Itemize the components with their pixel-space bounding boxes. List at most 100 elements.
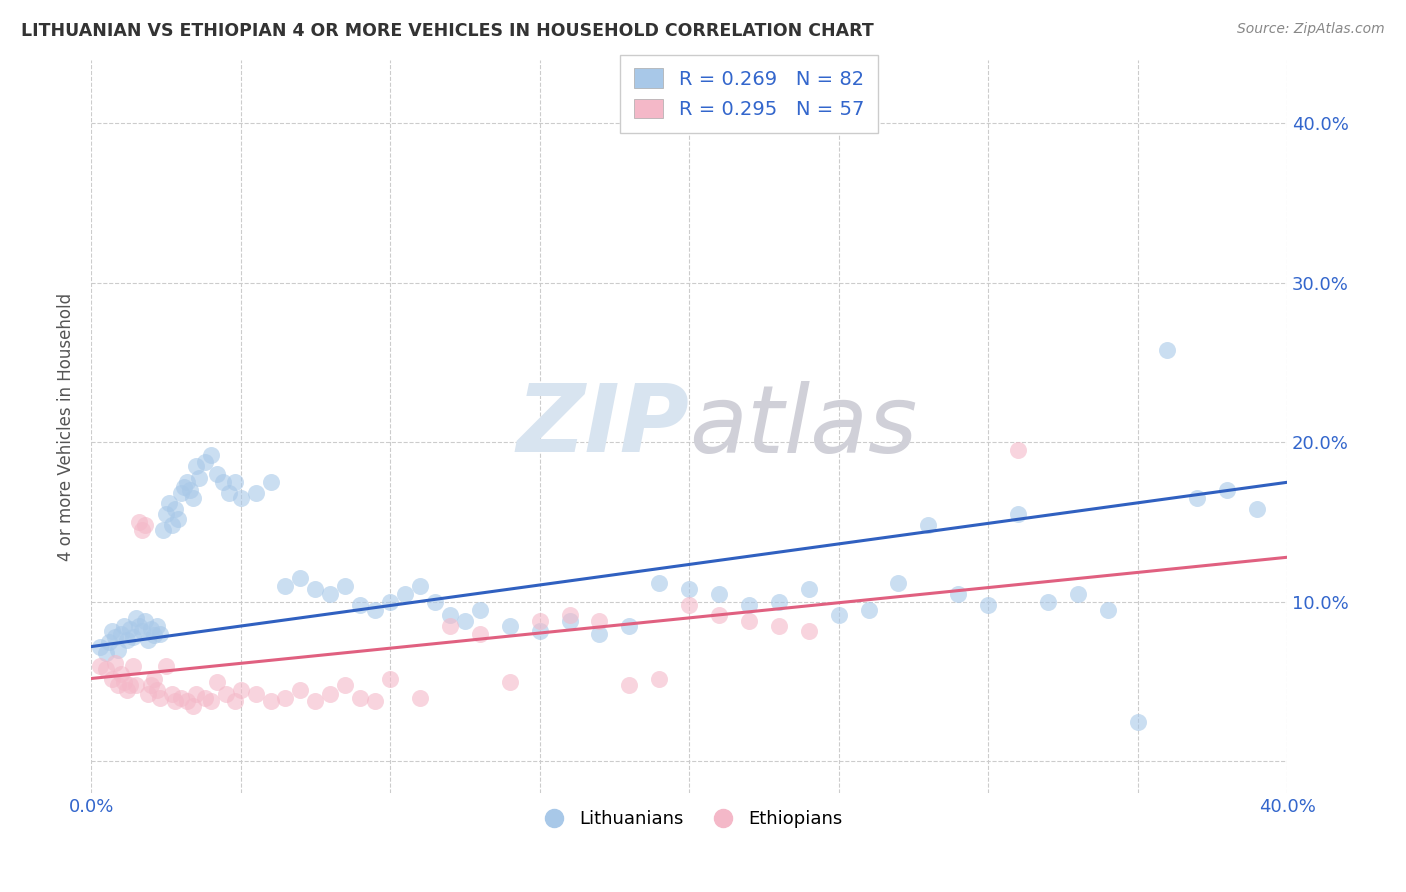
Point <box>215 688 238 702</box>
Point <box>224 694 246 708</box>
Point <box>184 688 207 702</box>
Point <box>104 656 127 670</box>
Point <box>768 595 790 609</box>
Point <box>468 603 491 617</box>
Point <box>588 627 610 641</box>
Point <box>349 690 371 705</box>
Point <box>181 491 204 506</box>
Point <box>558 614 581 628</box>
Point <box>948 587 970 601</box>
Point <box>439 619 461 633</box>
Point <box>1097 603 1119 617</box>
Point <box>707 587 730 601</box>
Point <box>259 694 281 708</box>
Point <box>176 475 198 490</box>
Point <box>112 619 135 633</box>
Point <box>166 512 188 526</box>
Point <box>1036 595 1059 609</box>
Point <box>439 607 461 622</box>
Point <box>529 624 551 638</box>
Point <box>290 682 312 697</box>
Point <box>499 674 522 689</box>
Point <box>1216 483 1239 498</box>
Point <box>134 614 156 628</box>
Point <box>529 614 551 628</box>
Point <box>1067 587 1090 601</box>
Point <box>146 682 169 697</box>
Point <box>678 598 700 612</box>
Point <box>619 678 641 692</box>
Y-axis label: 4 or more Vehicles in Household: 4 or more Vehicles in Household <box>58 293 75 560</box>
Point <box>364 694 387 708</box>
Point <box>157 496 180 510</box>
Text: Source: ZipAtlas.com: Source: ZipAtlas.com <box>1237 22 1385 37</box>
Point <box>160 688 183 702</box>
Point <box>170 486 193 500</box>
Point <box>378 595 401 609</box>
Point <box>101 672 124 686</box>
Point <box>678 582 700 597</box>
Point <box>499 619 522 633</box>
Point <box>163 502 186 516</box>
Point <box>648 575 671 590</box>
Point <box>104 630 127 644</box>
Point <box>139 622 162 636</box>
Point <box>107 642 129 657</box>
Point <box>194 454 217 468</box>
Point <box>139 678 162 692</box>
Point <box>319 688 342 702</box>
Point <box>977 598 1000 612</box>
Point <box>155 507 177 521</box>
Point <box>205 467 228 482</box>
Point <box>211 475 233 490</box>
Point <box>229 491 252 506</box>
Point <box>1007 443 1029 458</box>
Point <box>218 486 240 500</box>
Point <box>394 587 416 601</box>
Point <box>149 627 172 641</box>
Point <box>319 587 342 601</box>
Point <box>125 678 148 692</box>
Point <box>136 633 159 648</box>
Point <box>229 682 252 697</box>
Point <box>155 658 177 673</box>
Point <box>259 475 281 490</box>
Point <box>173 480 195 494</box>
Point <box>349 598 371 612</box>
Point <box>1246 502 1268 516</box>
Point <box>768 619 790 633</box>
Point <box>274 579 297 593</box>
Point <box>107 678 129 692</box>
Point <box>205 674 228 689</box>
Point <box>738 614 761 628</box>
Point <box>304 694 326 708</box>
Point <box>648 672 671 686</box>
Point <box>112 674 135 689</box>
Point <box>160 518 183 533</box>
Point <box>131 523 153 537</box>
Point <box>619 619 641 633</box>
Point <box>588 614 610 628</box>
Point <box>94 662 117 676</box>
Point <box>707 607 730 622</box>
Point <box>149 690 172 705</box>
Point <box>98 635 121 649</box>
Point <box>136 688 159 702</box>
Point <box>122 630 145 644</box>
Point <box>200 694 222 708</box>
Point <box>304 582 326 597</box>
Point <box>797 582 820 597</box>
Point <box>89 658 111 673</box>
Point <box>110 666 132 681</box>
Point <box>290 571 312 585</box>
Point <box>887 575 910 590</box>
Point <box>558 607 581 622</box>
Point <box>146 619 169 633</box>
Text: atlas: atlas <box>689 381 917 472</box>
Point <box>131 624 153 638</box>
Point <box>163 694 186 708</box>
Text: LITHUANIAN VS ETHIOPIAN 4 OR MORE VEHICLES IN HOUSEHOLD CORRELATION CHART: LITHUANIAN VS ETHIOPIAN 4 OR MORE VEHICL… <box>21 22 875 40</box>
Text: ZIP: ZIP <box>516 381 689 473</box>
Point <box>194 690 217 705</box>
Point <box>364 603 387 617</box>
